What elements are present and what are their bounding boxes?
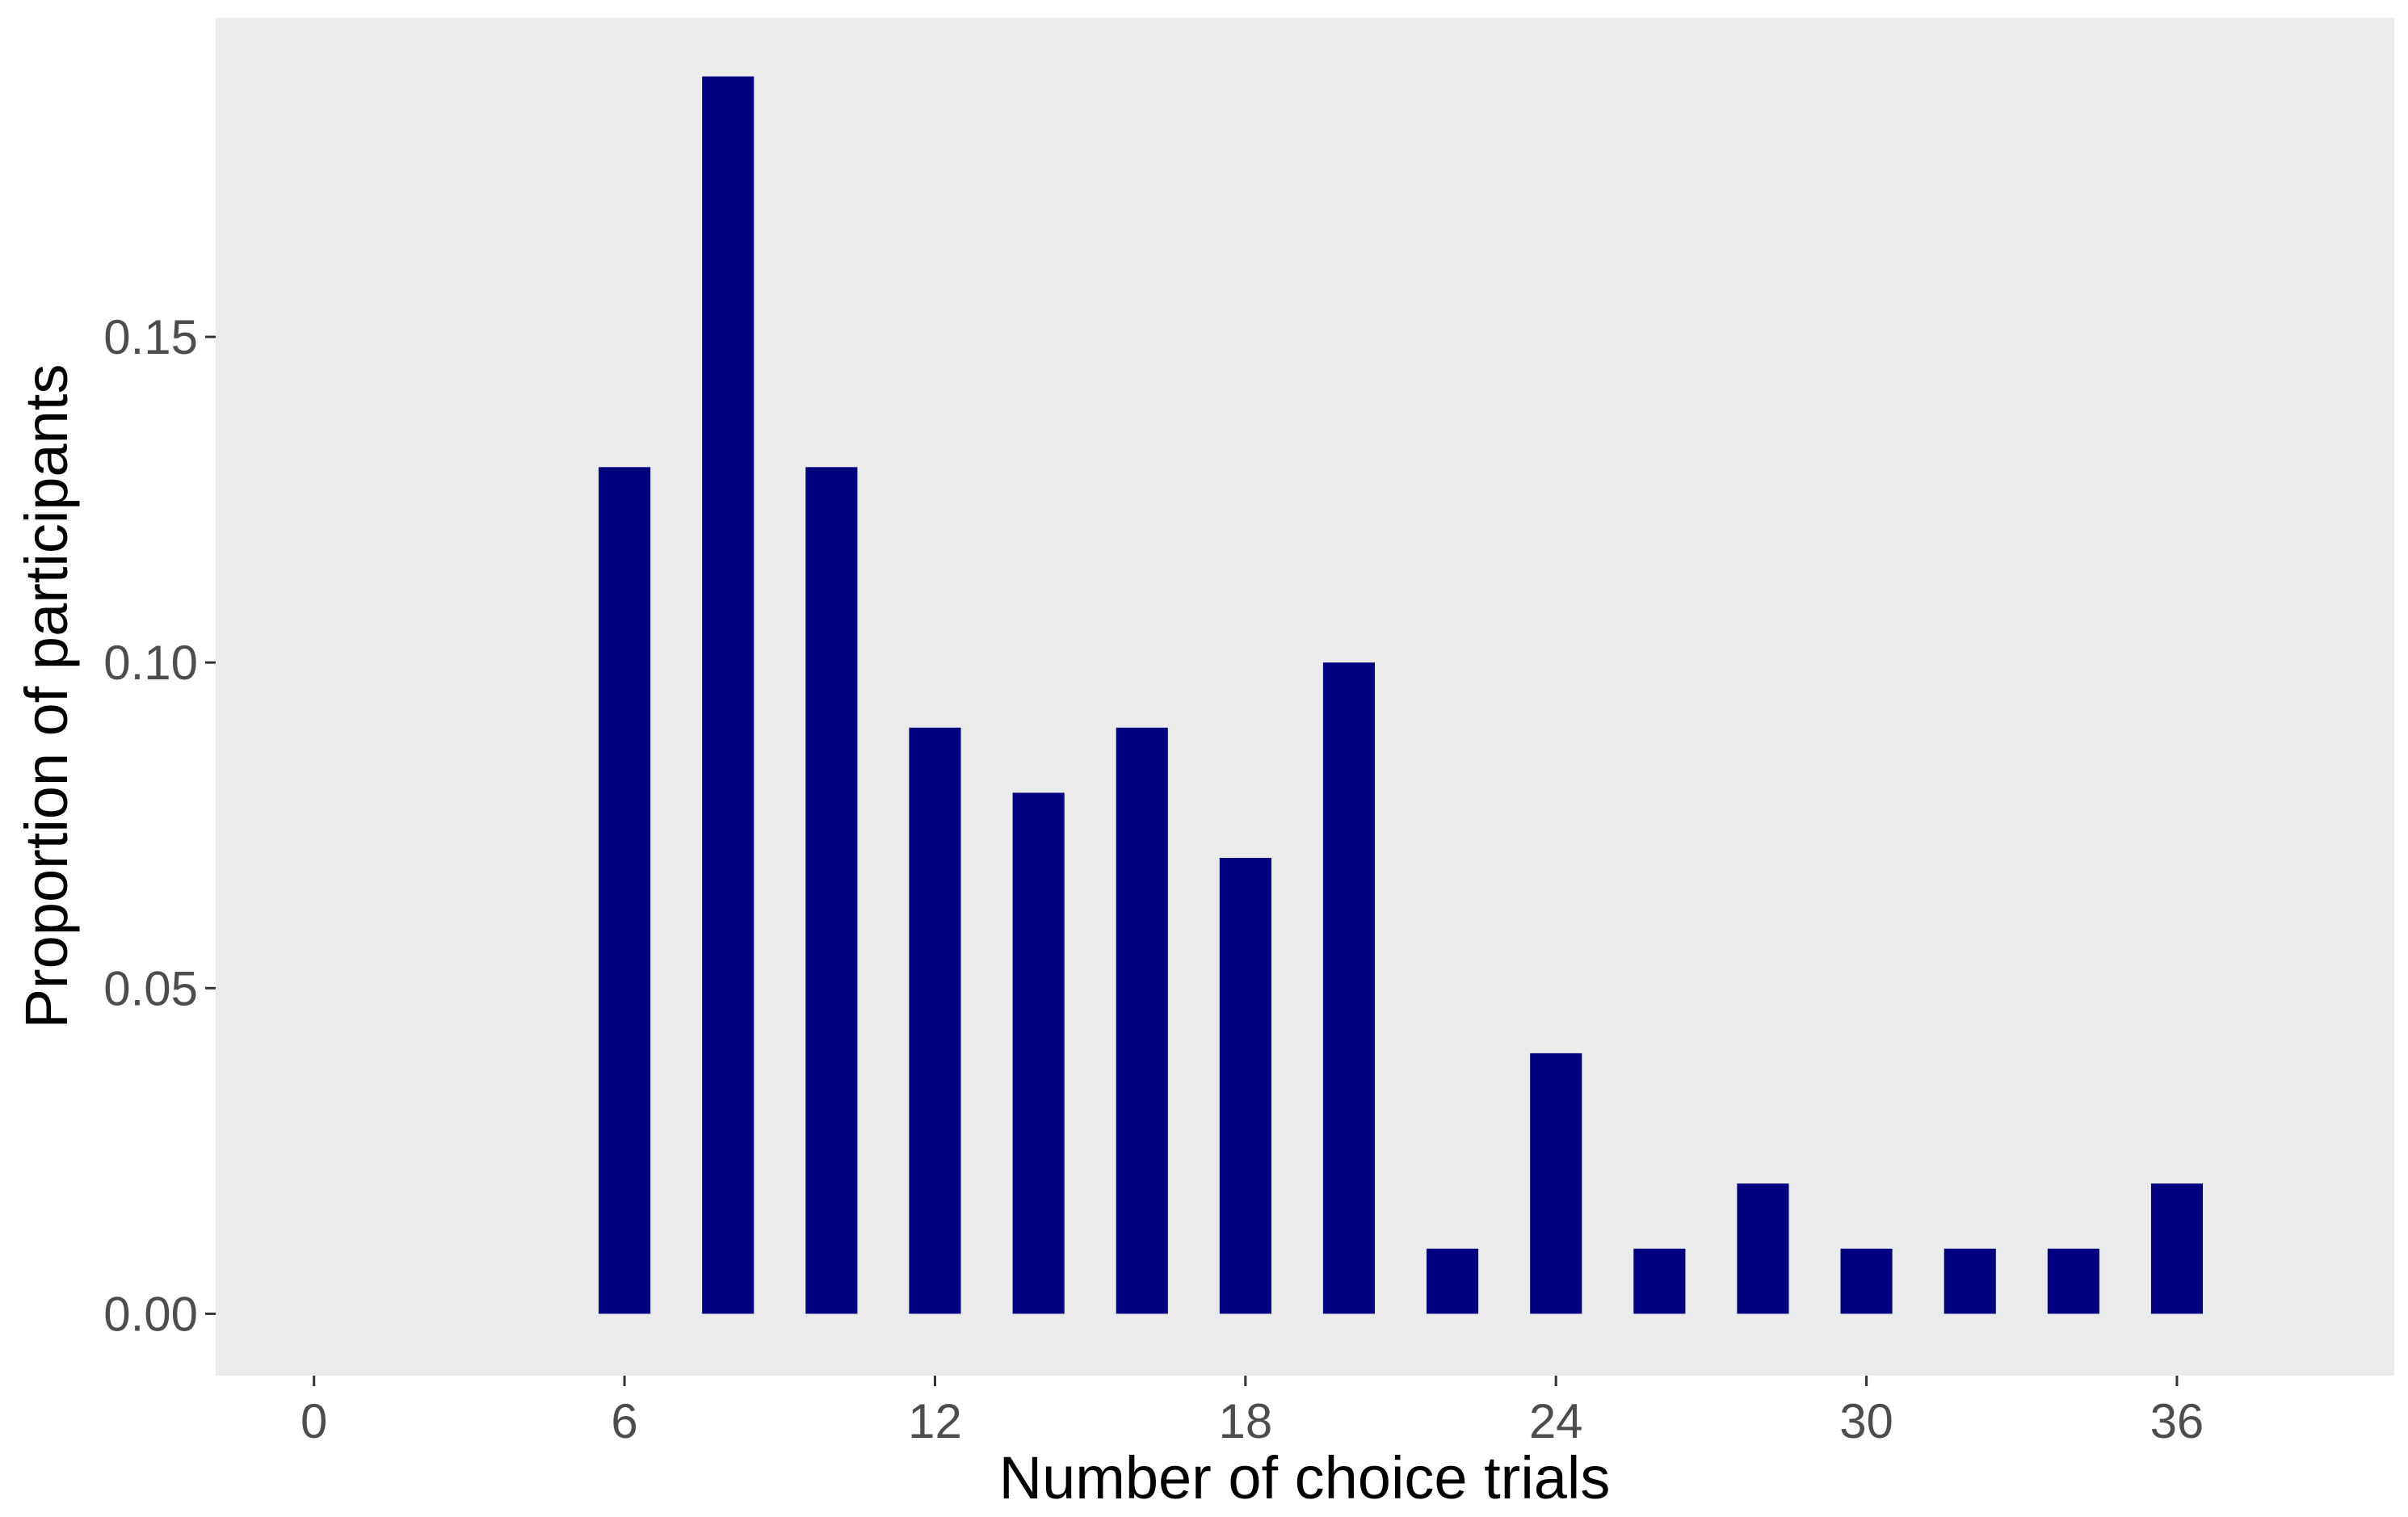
y-tick-label: 0.05 xyxy=(103,961,198,1015)
x-tick-label: 12 xyxy=(908,1394,962,1448)
x-tick-label: 30 xyxy=(1839,1394,1893,1448)
x-tick-label: 6 xyxy=(611,1394,637,1448)
bar-16 xyxy=(1116,727,1168,1314)
y-tick-label: 0.00 xyxy=(103,1287,198,1341)
bar-10 xyxy=(805,467,858,1314)
x-tick-label: 0 xyxy=(300,1394,327,1448)
x-axis-title: Number of choice trials xyxy=(999,1444,1611,1511)
y-axis: 0.00 0.05 0.10 0.15 xyxy=(103,310,216,1341)
bar-30 xyxy=(1840,1248,1893,1314)
y-tick-label: 0.15 xyxy=(103,310,198,364)
bar-12 xyxy=(909,727,961,1314)
bar-14 xyxy=(1012,792,1065,1314)
bar-34 xyxy=(2047,1248,2099,1314)
bar-36 xyxy=(2150,1183,2203,1314)
bar-8 xyxy=(702,76,754,1314)
y-axis-title: Proportion of participants xyxy=(13,364,80,1029)
bar-32 xyxy=(1944,1248,1996,1314)
x-axis: 0 6 12 18 24 30 36 xyxy=(300,1376,2204,1448)
bars-group xyxy=(599,76,2203,1314)
bar-20 xyxy=(1322,662,1375,1314)
bar-18 xyxy=(1219,858,1271,1314)
bar-22 xyxy=(1427,1248,1479,1314)
bar-28 xyxy=(1737,1183,1789,1314)
bar-24 xyxy=(1530,1053,1582,1314)
plot-panel xyxy=(216,18,2394,1376)
y-tick-label: 0.10 xyxy=(103,636,198,690)
x-tick-label: 24 xyxy=(1529,1394,1583,1448)
x-tick-label: 18 xyxy=(1218,1394,1272,1448)
bar-26 xyxy=(1633,1248,1686,1314)
bar-6 xyxy=(599,467,651,1314)
x-tick-label: 36 xyxy=(2150,1394,2204,1448)
